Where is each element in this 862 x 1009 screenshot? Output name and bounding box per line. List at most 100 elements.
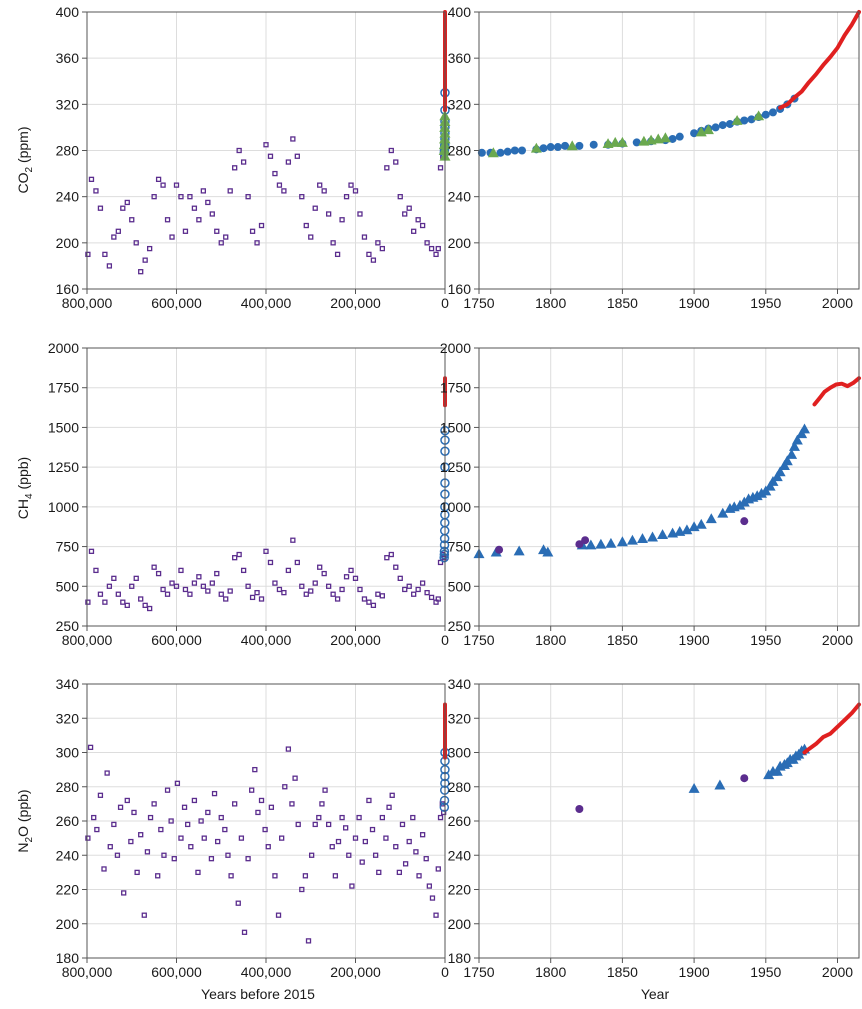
data-point [290,136,296,142]
data-point [121,890,127,896]
data-point [146,605,153,612]
data-point [141,912,147,918]
data-point [289,801,295,807]
x-tick-label: 800,000 [62,964,113,980]
data-point [343,574,350,580]
data-point [316,814,322,821]
data-point [272,170,278,177]
x-tick-label: 800,000 [62,632,113,648]
data-point [155,570,162,577]
data-point [510,146,519,155]
data-point [290,537,296,543]
data-point [254,240,260,246]
data-point [171,856,177,862]
data-point [423,856,429,862]
data-point [690,129,699,138]
data-point [321,570,327,577]
data-point [200,583,207,589]
data-point [428,594,435,601]
data-point [659,132,671,143]
data-point [218,591,224,597]
data-point [317,182,323,188]
data-point [388,551,394,558]
data-point [134,869,140,876]
series-line [778,10,861,110]
data-point [282,784,288,790]
data-point [415,217,421,223]
data-point [115,228,121,234]
panel-ch4_recent: 1750 1800 1850 1900 1950 2000 250 500 750 1000 125… [440,340,861,648]
data-point [93,567,99,574]
data-point [553,143,562,152]
data-point [236,147,242,154]
y-tick-label: 320 [56,710,80,726]
data-point [424,589,430,596]
y-tick-label: 750 [56,539,80,555]
data-point [182,586,189,593]
data-point [575,141,584,150]
x-tick-label: 0 [441,295,449,311]
y-tick-label: 260 [448,813,472,829]
data-point [411,228,417,234]
data-point [688,782,700,793]
data-point [339,217,345,223]
data-point [518,146,527,155]
data-point [196,217,202,223]
data-point [188,844,194,850]
data-point [182,228,189,234]
data-point [325,821,332,828]
data-point [104,770,110,776]
data-point [107,844,113,850]
data-point [503,147,512,156]
data-point [272,873,278,879]
x-tick-label: 2000 [822,295,853,311]
data-point [366,599,372,605]
data-point [339,586,345,593]
data-point [356,814,362,821]
data-point [158,826,164,833]
panels: 800,000 600,000 400,000 200,000 016020024028… [48,4,861,980]
data-point [595,538,607,549]
data-point [402,861,409,867]
data-point [209,580,215,586]
data-point [87,744,94,751]
data-point [348,567,354,574]
data-point [731,114,743,125]
data-point [761,110,770,119]
data-point [164,787,171,793]
data-point [97,792,104,798]
data-point [85,599,91,605]
series-2 [778,10,861,110]
data-point [312,205,318,211]
data-point [771,765,783,776]
y-tick-label: 280 [448,143,472,159]
data-point [539,144,548,153]
data-point [279,835,285,841]
data-point [111,821,117,828]
data-point [435,245,441,252]
data-point [416,873,422,879]
y-tick-label: 500 [448,578,472,594]
data-point [223,234,229,240]
data-point [88,176,95,183]
data-point [636,533,648,544]
data-point [173,583,180,589]
data-point [85,251,91,258]
data-point [249,228,256,234]
data-point [349,883,355,889]
data-point [433,912,439,918]
data-point [265,844,271,850]
data-point [241,929,248,935]
data-point [185,821,191,828]
y-tick-label: 360 [56,50,80,66]
y-tick-label: 240 [448,847,472,863]
data-point [227,188,233,194]
data-point [369,826,376,833]
x-tick-label: 1850 [607,964,638,980]
data-point [415,586,421,593]
x-tick-label: 400,000 [241,295,292,311]
data-point [379,245,386,252]
x-tick-label: 200,000 [330,295,381,311]
panel-co2_recent: 1750 1800 1850 1900 1950 2000 160 200 240 280 320 3… [448,4,861,311]
data-point [334,596,341,602]
